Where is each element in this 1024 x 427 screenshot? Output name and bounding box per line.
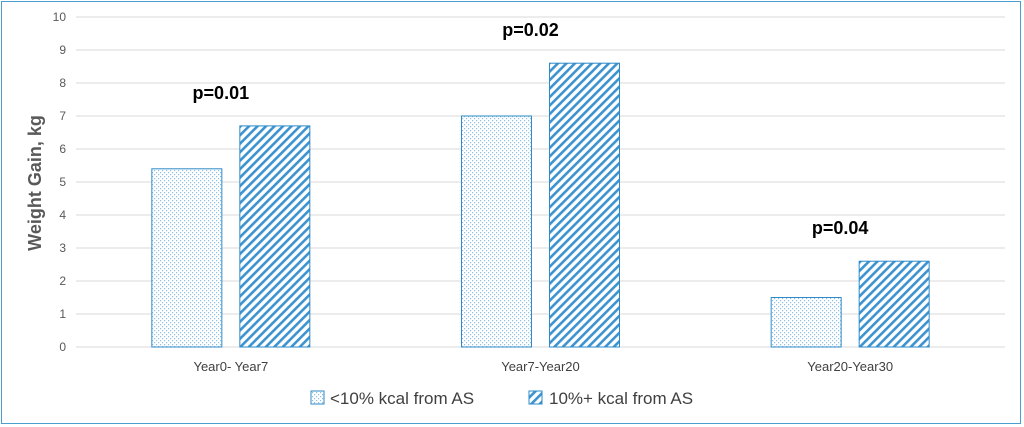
- y-tick-label: 7: [59, 109, 66, 123]
- x-tick-label: Year7-Year20: [501, 359, 580, 374]
- y-tick-label: 5: [59, 175, 66, 189]
- y-tick-label: 10: [53, 10, 67, 24]
- y-axis-label: Weight Gain, kg: [25, 115, 45, 251]
- legend-swatch-series-1: [310, 390, 325, 405]
- legend-label-series-2: 10%+ kcal from AS: [549, 389, 693, 408]
- legend-swatch-series-2: [528, 390, 543, 405]
- bar-series-2-1: [239, 125, 311, 348]
- x-axis-labels: Year0- Year7 Year7-Year20 Year20-Year30: [193, 359, 893, 374]
- bar-series-1-1: [151, 168, 223, 348]
- y-axis-ticks: 0 1 2 3 4 5 6 7 8 9 10: [53, 10, 67, 354]
- p-value-annotation: p=0.01: [193, 83, 250, 103]
- annotations: p=0.01 p=0.02 p=0.04: [193, 20, 869, 238]
- x-tick-label: Year0- Year7: [193, 359, 268, 374]
- y-tick-label: 6: [59, 142, 66, 156]
- bar-series-1-3: [770, 297, 842, 348]
- legend: <10% kcal from AS 10%+ kcal from AS: [310, 389, 693, 408]
- bar-series-2-3: [858, 260, 930, 348]
- bar-series-2-2: [549, 62, 620, 348]
- y-tick-label: 8: [59, 76, 66, 90]
- y-tick-label: 0: [59, 340, 66, 354]
- bar-series-1-2: [461, 115, 532, 348]
- y-tick-label: 2: [59, 274, 66, 288]
- y-tick-label: 4: [59, 208, 66, 222]
- y-tick-label: 3: [59, 241, 66, 255]
- bars: [151, 62, 930, 348]
- p-value-annotation: p=0.02: [502, 20, 559, 40]
- legend-label-series-1: <10% kcal from AS: [330, 389, 474, 408]
- y-tick-label: 9: [59, 43, 66, 57]
- x-tick-label: Year20-Year30: [807, 359, 893, 374]
- p-value-annotation: p=0.04: [812, 218, 869, 238]
- gridlines: [76, 16, 1005, 348]
- y-tick-label: 1: [59, 307, 66, 321]
